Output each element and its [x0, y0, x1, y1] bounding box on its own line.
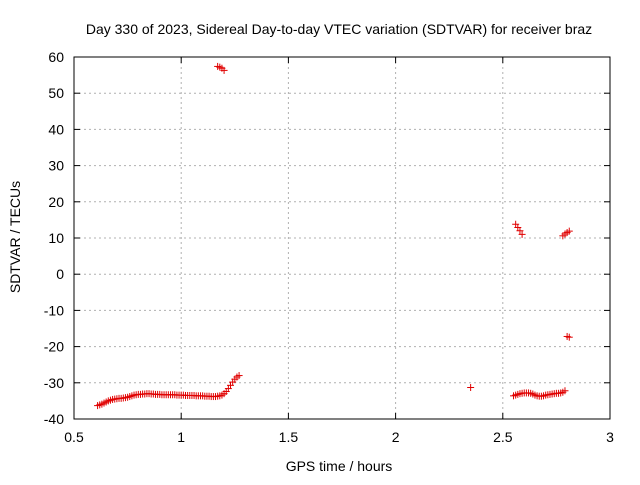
data-point [220, 66, 228, 74]
y-tick-label: 60 [48, 49, 64, 65]
y-tick-label: -40 [44, 411, 64, 427]
data-point [467, 384, 475, 392]
y-tick-label: 10 [48, 230, 64, 246]
x-tick-label: 1.5 [279, 429, 299, 445]
x-tick-label: 2 [392, 429, 400, 445]
data-point [565, 333, 573, 341]
y-axis-label: SDTVAR / TECUs [7, 181, 23, 293]
chart-title: Day 330 of 2023, Sidereal Day-to-day VTE… [86, 21, 592, 37]
data-point [518, 230, 526, 238]
axis-ticks: 0.5 1 1.5 2 2.5 3 -40 -30 -20 -10 0 10 20 30 40 50 60 [44, 49, 614, 445]
y-tick-label: 30 [48, 158, 64, 174]
x-axis-label: GPS time / hours [286, 458, 393, 474]
y-tick-label: 20 [48, 194, 64, 210]
y-tick-label: -30 [44, 375, 64, 391]
data-point [516, 227, 524, 235]
y-tick-label: 0 [56, 266, 64, 282]
x-tick-label: 2.5 [493, 429, 513, 445]
x-tick-label: 3 [606, 429, 614, 445]
x-tick-label: 0.5 [64, 429, 84, 445]
y-tick-label: 50 [48, 85, 64, 101]
x-tick-label: 1 [177, 429, 185, 445]
data-point [561, 387, 569, 395]
y-tick-label: -10 [44, 302, 64, 318]
grid [74, 57, 610, 419]
data-points [94, 62, 573, 410]
data-point [565, 227, 573, 235]
y-tick-label: -20 [44, 339, 64, 355]
y-tick-label: 40 [48, 121, 64, 137]
data-point [235, 372, 243, 380]
